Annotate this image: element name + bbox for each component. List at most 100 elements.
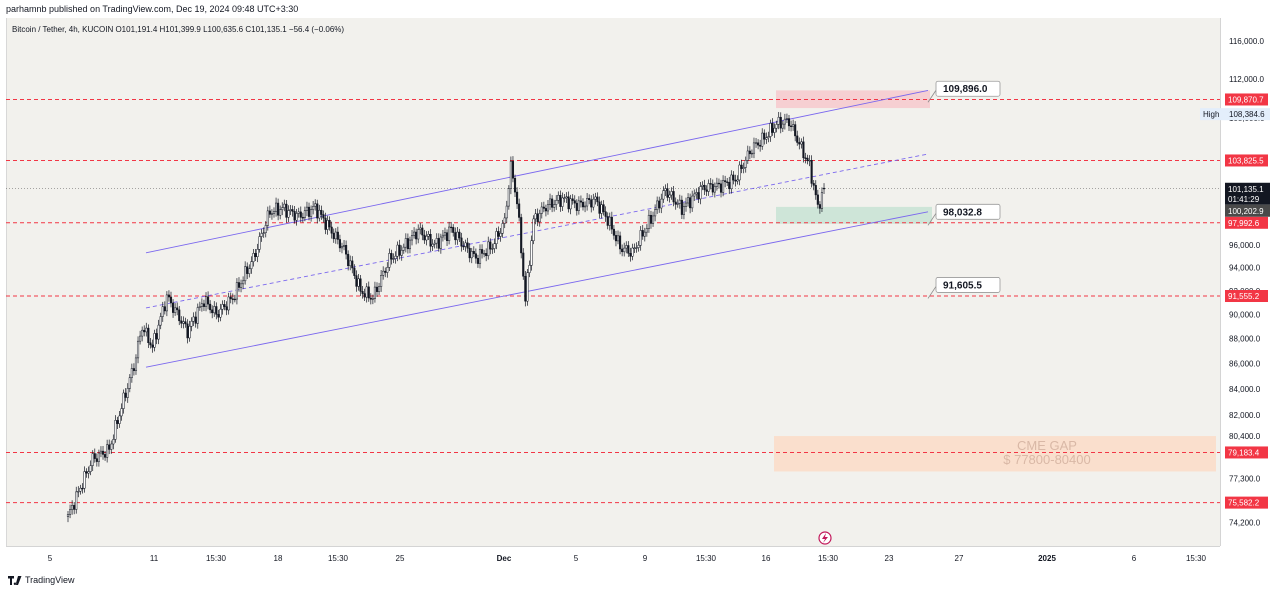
- candle: [808, 160, 811, 162]
- publish-info: parhamnb published on TradingView.com, D…: [6, 4, 299, 14]
- high-marker-value: 108,384.6: [1229, 110, 1265, 119]
- candle: [279, 209, 282, 216]
- y-tick-label: 116,000.0: [1229, 37, 1265, 46]
- candle: [555, 200, 558, 205]
- candle: [336, 231, 339, 240]
- candle: [435, 238, 438, 244]
- candle: [190, 320, 193, 327]
- x-tick-label: 5: [48, 554, 53, 563]
- candle: [483, 253, 486, 255]
- candle: [237, 282, 241, 288]
- candle: [647, 214, 650, 229]
- candle: [571, 198, 574, 201]
- candle: [476, 257, 479, 264]
- y-tick-label: 74,200.0: [1229, 519, 1261, 528]
- candle: [132, 368, 135, 371]
- candle: [252, 253, 255, 262]
- candle: [334, 231, 337, 240]
- candle: [666, 188, 669, 198]
- candle: [528, 265, 531, 273]
- candle: [493, 243, 496, 249]
- candle: [534, 213, 537, 220]
- buy-zone[interactable]: [776, 206, 932, 224]
- candle: [621, 248, 624, 253]
- candle: [763, 132, 766, 140]
- candle: [579, 200, 582, 203]
- candle: [314, 203, 317, 207]
- candle: [548, 198, 552, 205]
- callout-leader: [927, 213, 937, 226]
- x-tick-label: 15:30: [696, 554, 717, 563]
- candle: [441, 234, 444, 238]
- level-badge: [1225, 93, 1268, 106]
- price-callout[interactable]: 98,032.8: [927, 203, 1001, 226]
- candle: [505, 205, 508, 219]
- time-axis[interactable]: [6, 546, 1220, 567]
- tradingview-brand[interactable]: TradingView: [8, 575, 75, 585]
- channel-lower-line[interactable]: [145, 211, 929, 368]
- level-badge-label: 75,582.2: [1228, 499, 1260, 508]
- candle: [458, 231, 461, 239]
- candle: [619, 235, 622, 250]
- channel-upper-line[interactable]: [145, 89, 929, 254]
- candle: [330, 226, 333, 234]
- candle: [419, 227, 422, 230]
- candle: [588, 198, 591, 201]
- candle: [448, 226, 451, 241]
- candle: [761, 132, 764, 147]
- cme-gap-zone[interactable]: [774, 436, 1216, 472]
- candle: [678, 199, 681, 204]
- candle: [136, 340, 140, 359]
- y-tick-label: 88,000.0: [1229, 335, 1261, 344]
- candle: [174, 307, 177, 313]
- candle: [767, 136, 770, 138]
- candle: [781, 123, 784, 129]
- candle: [635, 247, 638, 249]
- lightning-bolt: [822, 533, 828, 543]
- candle: [746, 150, 749, 161]
- candle: [320, 209, 323, 215]
- y-tick-label: 80,400.0: [1229, 432, 1261, 441]
- candle: [297, 211, 300, 214]
- candle: [295, 213, 298, 221]
- cme-gap-range: $ 77800-80400: [1003, 452, 1090, 467]
- candle: [357, 278, 360, 287]
- bid-price-badge: [1225, 204, 1270, 217]
- candle: [507, 188, 510, 207]
- price-callout[interactable]: 91,605.5: [927, 277, 1001, 299]
- candle: [499, 233, 502, 237]
- candle: [128, 377, 131, 389]
- candle: [598, 201, 601, 214]
- candle: [353, 267, 356, 276]
- price-callout[interactable]: 109,896.0: [927, 80, 1001, 103]
- candle: [390, 253, 393, 260]
- candle: [221, 304, 224, 310]
- candle: [822, 187, 826, 190]
- candle: [231, 298, 234, 300]
- candle: [818, 204, 821, 209]
- candle: [734, 179, 737, 182]
- candle: [802, 141, 805, 159]
- candle: [581, 201, 585, 208]
- callout-box: [935, 277, 1001, 293]
- candle: [563, 197, 566, 199]
- candle: [153, 333, 156, 348]
- candle: [616, 235, 620, 242]
- candle: [516, 191, 519, 205]
- candle: [217, 314, 220, 318]
- last-price-label: 101,135.1: [1228, 185, 1264, 194]
- candle: [645, 228, 648, 233]
- candle: [600, 204, 603, 214]
- candle: [244, 266, 247, 282]
- last-price-badge: [1225, 182, 1270, 205]
- candle: [77, 491, 80, 493]
- candle: [445, 232, 449, 241]
- candle: [577, 200, 580, 211]
- lightning-icon[interactable]: [818, 531, 832, 545]
- x-tick-label: 16: [762, 554, 771, 563]
- candle: [371, 298, 374, 300]
- callout-label: 98,032.8: [943, 207, 982, 218]
- candle: [495, 231, 498, 244]
- candle: [759, 144, 762, 147]
